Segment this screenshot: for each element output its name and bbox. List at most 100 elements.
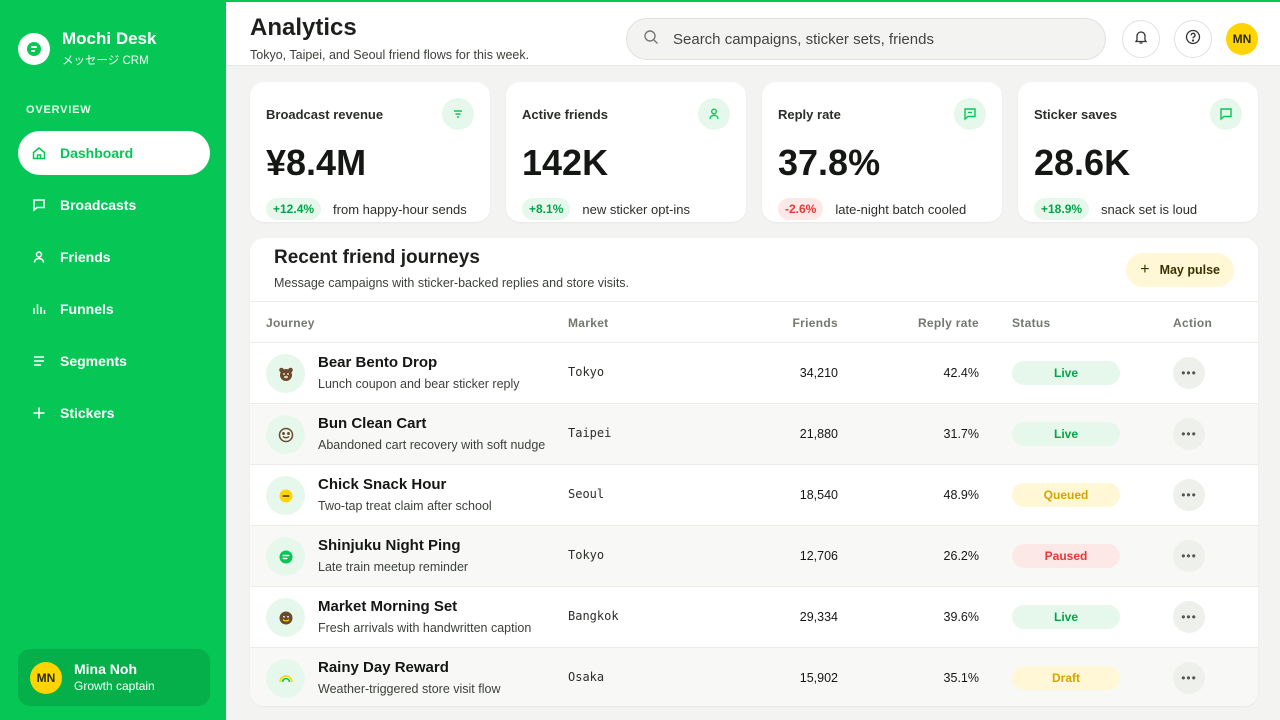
help-button[interactable] — [1174, 20, 1212, 58]
more-icon: ••• — [1181, 427, 1197, 441]
table-row[interactable]: Bear Bento Drop Lunch coupon and bear st… — [250, 343, 1258, 404]
sidebar-nav: Dashboard Broadcasts Friends Funnels Seg… — [18, 131, 210, 443]
home-icon — [32, 146, 46, 160]
user-role: Growth captain — [74, 679, 155, 693]
more-actions-button[interactable]: ••• — [1173, 601, 1205, 633]
stat-label: Active friends — [522, 107, 608, 122]
stat-value: ¥8.4M — [266, 142, 367, 183]
button-label: May pulse — [1159, 263, 1220, 277]
journey-name: Bun Clean Cart — [318, 415, 427, 432]
journey-friends: 15,902 — [799, 671, 838, 685]
journey-name: Bear Bento Drop — [318, 354, 438, 371]
more-actions-button[interactable]: ••• — [1173, 357, 1205, 389]
message-icon — [954, 98, 986, 130]
journey-description: Two-tap treat claim after school — [318, 499, 492, 513]
table-row[interactable]: Bun Clean Cart Abandoned cart recovery w… — [250, 404, 1258, 465]
table-row[interactable]: Market Morning Set Fresh arrivals with h… — [250, 587, 1258, 648]
nav-section-label: OVERVIEW — [26, 104, 92, 116]
column-header-journey[interactable]: Journey — [266, 316, 315, 330]
stat-card-sticker-saves[interactable]: Sticker saves 28.6K +18.9% snack set is … — [1018, 82, 1258, 222]
header-avatar[interactable]: MN — [1226, 23, 1258, 55]
sidebar: Mochi Desk メッセージ CRM OVERVIEW Dashboard … — [0, 0, 226, 720]
journey-friends: 29,334 — [799, 610, 838, 624]
more-icon: ••• — [1181, 366, 1197, 380]
journey-market: Seoul — [568, 487, 605, 501]
column-header-friends[interactable]: Friends — [792, 316, 838, 330]
table-row[interactable]: Shinjuku Night Ping Late train meetup re… — [250, 526, 1258, 587]
journey-reply-rate: 31.7% — [943, 427, 979, 441]
stat-card-broadcast-revenue[interactable]: Broadcast revenue ¥8.4M +12.4% from happ… — [250, 82, 490, 222]
sidebar-item-funnels[interactable]: Funnels — [18, 287, 210, 331]
app-subtitle: メッセージ CRM — [62, 55, 149, 67]
journey-market: Tokyo — [568, 548, 605, 562]
journey-market: Bangkok — [568, 609, 619, 623]
journey-reply-rate: 39.6% — [943, 610, 979, 624]
bear-icon — [266, 354, 305, 393]
search-bar[interactable] — [626, 18, 1106, 60]
column-header-reply-rate[interactable]: Reply rate — [917, 316, 979, 330]
filter-icon — [442, 98, 474, 130]
panel-subtitle: Message campaigns with sticker-backed re… — [274, 276, 630, 290]
journey-name: Rainy Day Reward — [318, 659, 449, 676]
sidebar-item-label: Dashboard — [60, 145, 134, 161]
column-header-action: Action — [1173, 316, 1213, 330]
plus-icon — [32, 406, 46, 420]
journey-reply-rate: 26.2% — [943, 549, 979, 563]
notifications-button[interactable] — [1122, 20, 1160, 58]
more-actions-button[interactable]: ••• — [1173, 662, 1205, 694]
app-name: Mochi Desk — [62, 29, 157, 48]
sidebar-item-label: Stickers — [60, 405, 115, 421]
more-actions-button[interactable]: ••• — [1173, 418, 1205, 450]
search-input[interactable] — [673, 30, 1093, 48]
sidebar-item-friends[interactable]: Friends — [18, 235, 210, 279]
more-actions-button[interactable]: ••• — [1173, 479, 1205, 511]
header: Analytics Tokyo, Taipei, and Seoul frien… — [226, 2, 1280, 66]
journey-name: Chick Snack Hour — [318, 476, 447, 493]
brand[interactable]: Mochi Desk メッセージ CRM — [18, 28, 156, 69]
more-icon: ••• — [1181, 488, 1197, 502]
chat-bubble-icon — [266, 537, 305, 576]
more-actions-button[interactable]: ••• — [1173, 540, 1205, 572]
stat-value: 142K — [522, 142, 609, 183]
table-row[interactable]: Chick Snack Hour Two-tap treat claim aft… — [250, 465, 1258, 526]
more-icon: ••• — [1181, 671, 1197, 685]
app-logo-icon — [18, 33, 50, 65]
list-icon — [32, 354, 46, 368]
status-badge: Paused — [1012, 544, 1120, 568]
more-icon: ••• — [1181, 610, 1197, 624]
stat-label: Sticker saves — [1034, 107, 1118, 122]
more-icon: ••• — [1181, 549, 1197, 563]
bun-icon — [266, 415, 305, 454]
stat-change-badge: +12.4% — [266, 198, 322, 220]
journey-description: Lunch coupon and bear sticker reply — [318, 377, 520, 391]
status-badge: Live — [1012, 422, 1120, 446]
stat-value: 37.8% — [778, 142, 881, 183]
stat-note: new sticker opt-ins — [582, 201, 691, 217]
sidebar-item-stickers[interactable]: Stickers — [18, 391, 210, 435]
sidebar-item-broadcasts[interactable]: Broadcasts — [18, 183, 210, 227]
stat-note: late-night batch cooled — [835, 201, 967, 217]
stat-label: Broadcast revenue — [266, 107, 384, 122]
user-card[interactable]: MN Mina Noh Growth captain — [18, 649, 210, 706]
journey-description: Late train meetup reminder — [318, 560, 469, 574]
sidebar-item-dashboard[interactable]: Dashboard — [18, 131, 210, 175]
journey-market: Osaka — [568, 670, 605, 684]
stat-note: from happy-hour sends — [333, 201, 467, 217]
journey-reply-rate: 35.1% — [943, 671, 979, 685]
stat-card-active-friends[interactable]: Active friends 142K +8.1% new sticker op… — [506, 82, 746, 222]
rainbow-icon — [266, 659, 305, 698]
column-header-status[interactable]: Status — [1012, 316, 1051, 330]
sidebar-item-label: Friends — [60, 249, 111, 265]
help-icon — [1185, 29, 1201, 50]
sidebar-item-label: Funnels — [60, 301, 114, 317]
stat-label: Reply rate — [778, 107, 841, 122]
may-pulse-button[interactable]: + May pulse — [1126, 253, 1234, 287]
column-header-market[interactable]: Market — [568, 316, 609, 330]
sidebar-item-segments[interactable]: Segments — [18, 339, 210, 383]
journey-friends: 21,880 — [799, 427, 838, 441]
stat-card-reply-rate[interactable]: Reply rate 37.8% -2.6% late-night batch … — [762, 82, 1002, 222]
bell-icon — [1133, 29, 1149, 50]
journey-description: Fresh arrivals with handwritten caption — [318, 621, 532, 635]
sticker-icon — [1210, 98, 1242, 130]
table-row[interactable]: Rainy Day Reward Weather-triggered store… — [250, 648, 1258, 706]
